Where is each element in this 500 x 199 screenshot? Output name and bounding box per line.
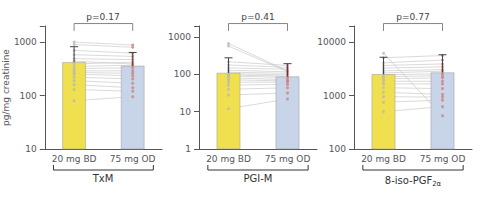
svg-text:1000: 1000 [323,91,346,101]
svg-text:8-iso-PGF: 8-iso-PGF [385,175,433,186]
svg-text:PGI-M: PGI-M [244,173,273,184]
svg-text:10: 10 [180,107,192,117]
svg-text:20 mg BD: 20 mg BD [361,154,406,164]
svg-text:p=0.41: p=0.41 [241,12,274,22]
svg-text:1000: 1000 [168,32,191,42]
svg-text:20 mg BD: 20 mg BD [206,154,251,164]
svg-text:100: 100 [329,144,346,154]
svg-text:10000: 10000 [317,37,346,47]
svg-text:10: 10 [25,144,37,154]
svg-text:p=0.77: p=0.77 [396,12,429,22]
svg-text:pg/mg creatinine: pg/mg creatinine [1,49,11,126]
svg-text:100: 100 [20,91,37,101]
svg-text:75 mg OD: 75 mg OD [265,154,311,164]
svg-text:p=0.17: p=0.17 [86,12,119,22]
svg-text:TxM: TxM [92,173,114,184]
svg-text:75 mg OD: 75 mg OD [110,154,156,164]
svg-text:1000: 1000 [14,37,37,47]
svg-text:2α: 2α [432,180,441,188]
svg-text:20 mg BD: 20 mg BD [52,154,97,164]
svg-text:1: 1 [185,144,191,154]
svg-text:100: 100 [174,69,191,79]
svg-text:75 mg OD: 75 mg OD [420,154,466,164]
